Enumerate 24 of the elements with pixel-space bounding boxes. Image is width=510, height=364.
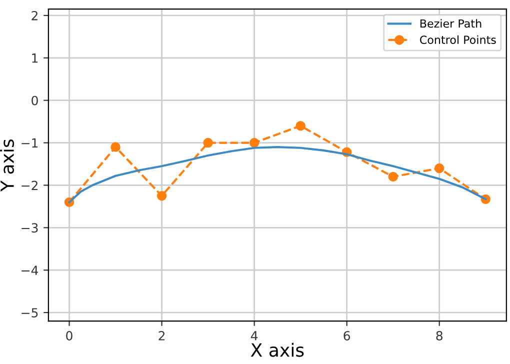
y-tick-label: 0	[32, 96, 38, 106]
y-tick-label: −2	[22, 180, 38, 190]
y-tick-label: 2	[32, 10, 38, 20]
y-tick-label: −3	[22, 223, 38, 233]
point	[296, 120, 306, 131]
point	[203, 138, 213, 148]
x-tick-label: 6	[344, 330, 350, 340]
legend-label: Control Points	[420, 35, 496, 44]
point	[249, 138, 260, 148]
point	[434, 163, 444, 174]
point	[110, 142, 120, 152]
x-tick-label: 8	[436, 330, 442, 340]
y-tick-label: −1	[22, 138, 38, 148]
point	[388, 172, 398, 182]
y-axis-title: Y axis	[0, 139, 14, 192]
x-tick-label: 2	[158, 330, 165, 340]
x-tick-label: 0	[66, 330, 72, 340]
y-tick-label: −5	[22, 308, 38, 318]
x-tick-label: 4	[250, 331, 258, 340]
point	[156, 190, 167, 201]
y-tick-label: 1	[32, 54, 38, 63]
x-axis-title: X axis	[250, 342, 304, 357]
y-tick-label: −4	[22, 266, 38, 275]
legend-label: Bezier Path	[420, 19, 482, 28]
